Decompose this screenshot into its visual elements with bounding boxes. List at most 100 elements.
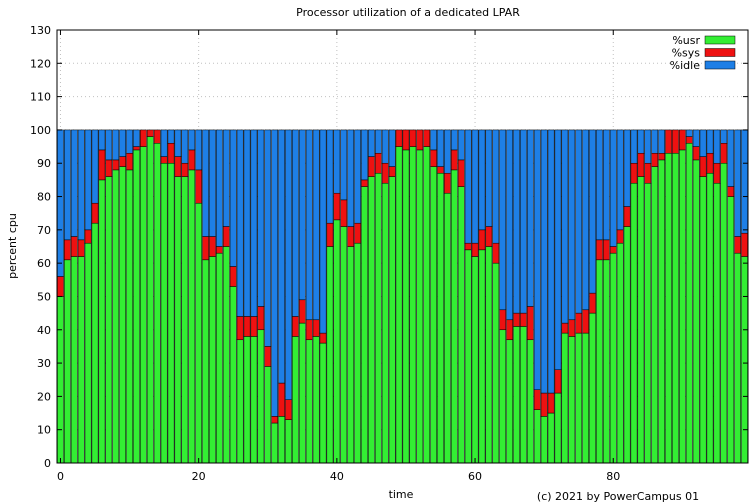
bar-sys-72 [554,369,562,394]
bar-usr-55 [437,172,444,464]
bar-usr-61 [478,249,486,464]
bar-sys-66 [513,312,520,327]
bar-idle-45 [368,129,375,157]
legend-swatch-sys [704,48,736,57]
bar-usr-66 [513,326,520,464]
bar-idle-59 [464,129,472,244]
bar-usr-93 [699,176,707,464]
bar-usr-89 [672,152,679,464]
bar-sys-30 [264,346,272,367]
bar-sys-55 [437,166,444,174]
bar-usr-12 [140,146,147,464]
legend-swatch-idle [704,60,736,70]
bar-usr-56 [444,192,451,464]
bar-sys-8 [112,159,120,171]
bar-sys-42 [347,226,355,247]
bar-usr-58 [457,186,465,464]
bar-sys-61 [478,229,486,251]
bar-idle-93 [699,129,707,157]
bar-idle-37 [312,129,320,321]
bar-idle-15 [160,129,168,157]
bar-sys-27 [243,316,251,337]
bar-usr-67 [520,326,527,464]
bar-usr-78 [596,259,603,464]
y-tick-label: 90 [37,157,51,170]
bar-usr-21 [202,259,209,464]
bar-idle-47 [381,129,389,164]
bar-idle-42 [347,129,355,227]
bar-idle-44 [361,129,368,181]
bar-idle-23 [216,129,223,247]
x-tick-label: 80 [606,470,620,483]
bar-idle-0 [57,129,64,277]
bar-sys-94 [706,152,714,174]
bar-sys-77 [589,292,596,314]
bar-sys-33 [285,399,292,420]
bar-usr-32 [278,416,285,464]
bar-idle-79 [602,129,610,241]
bar-sys-92 [692,146,700,161]
bar-idle-43 [354,129,361,224]
plot-border [56,29,749,464]
bar-idle-19 [188,129,196,151]
bar-usr-17 [174,176,182,464]
bar-usr-81 [616,242,624,464]
bar-usr-9 [119,166,127,464]
bar-sys-74 [568,319,576,337]
bar-sys-57 [450,149,458,171]
bar-idle-39 [326,129,334,224]
bar-sys-4 [84,229,92,244]
bar-idle-7 [105,129,113,161]
bar-usr-59 [464,249,472,464]
bar-usr-42 [347,246,355,464]
bar-sys-97 [727,186,735,197]
legend-label-idle: %idle [670,59,701,72]
bar-usr-13 [146,136,154,464]
bar-usr-5 [91,222,99,464]
bar-sys-22 [209,236,216,257]
bar-sys-9 [119,156,127,167]
bar-idle-78 [596,129,603,241]
y-axis-label: percent cpu [6,213,19,279]
bar-sys-80 [609,246,617,254]
bar-idle-17 [174,129,182,157]
bar-idle-6 [98,129,106,151]
bar-sys-31 [271,416,279,424]
bar-sys-0 [57,276,64,297]
bar-sys-19 [188,149,196,171]
y-tick-label: 120 [30,57,51,70]
bar-usr-44 [361,186,368,464]
bar-sys-37 [312,319,320,337]
bar-sys-70 [540,392,548,417]
bar-idle-5 [91,129,99,204]
bar-usr-28 [250,336,258,464]
bar-sys-93 [699,156,707,177]
bar-sys-43 [354,222,361,244]
bar-usr-15 [160,162,168,464]
bar-idle-75 [575,129,583,314]
bar-sys-67 [520,312,527,327]
bar-sys-96 [720,142,728,164]
bar-idle-87 [658,129,665,154]
x-tick-label: 20 [192,470,206,483]
bar-usr-34 [292,336,299,464]
bar-sys-25 [229,266,237,287]
bar-idle-66 [513,129,520,314]
bar-idle-86 [651,129,659,154]
bar-idle-18 [181,129,189,164]
bar-usr-69 [533,409,541,464]
bar-usr-7 [105,176,113,464]
bar-idle-80 [609,129,617,247]
bar-sys-12 [140,129,147,147]
bar-usr-70 [540,416,548,464]
bar-sys-60 [471,242,479,257]
bar-usr-47 [381,182,389,464]
bar-idle-40 [333,129,341,194]
bar-idle-48 [388,129,396,167]
bar-sys-35 [298,299,306,324]
bar-usr-64 [499,329,507,464]
bar-idle-81 [616,129,624,231]
bar-idle-41 [340,129,348,201]
bar-usr-18 [181,176,189,464]
bar-sys-41 [340,199,348,227]
